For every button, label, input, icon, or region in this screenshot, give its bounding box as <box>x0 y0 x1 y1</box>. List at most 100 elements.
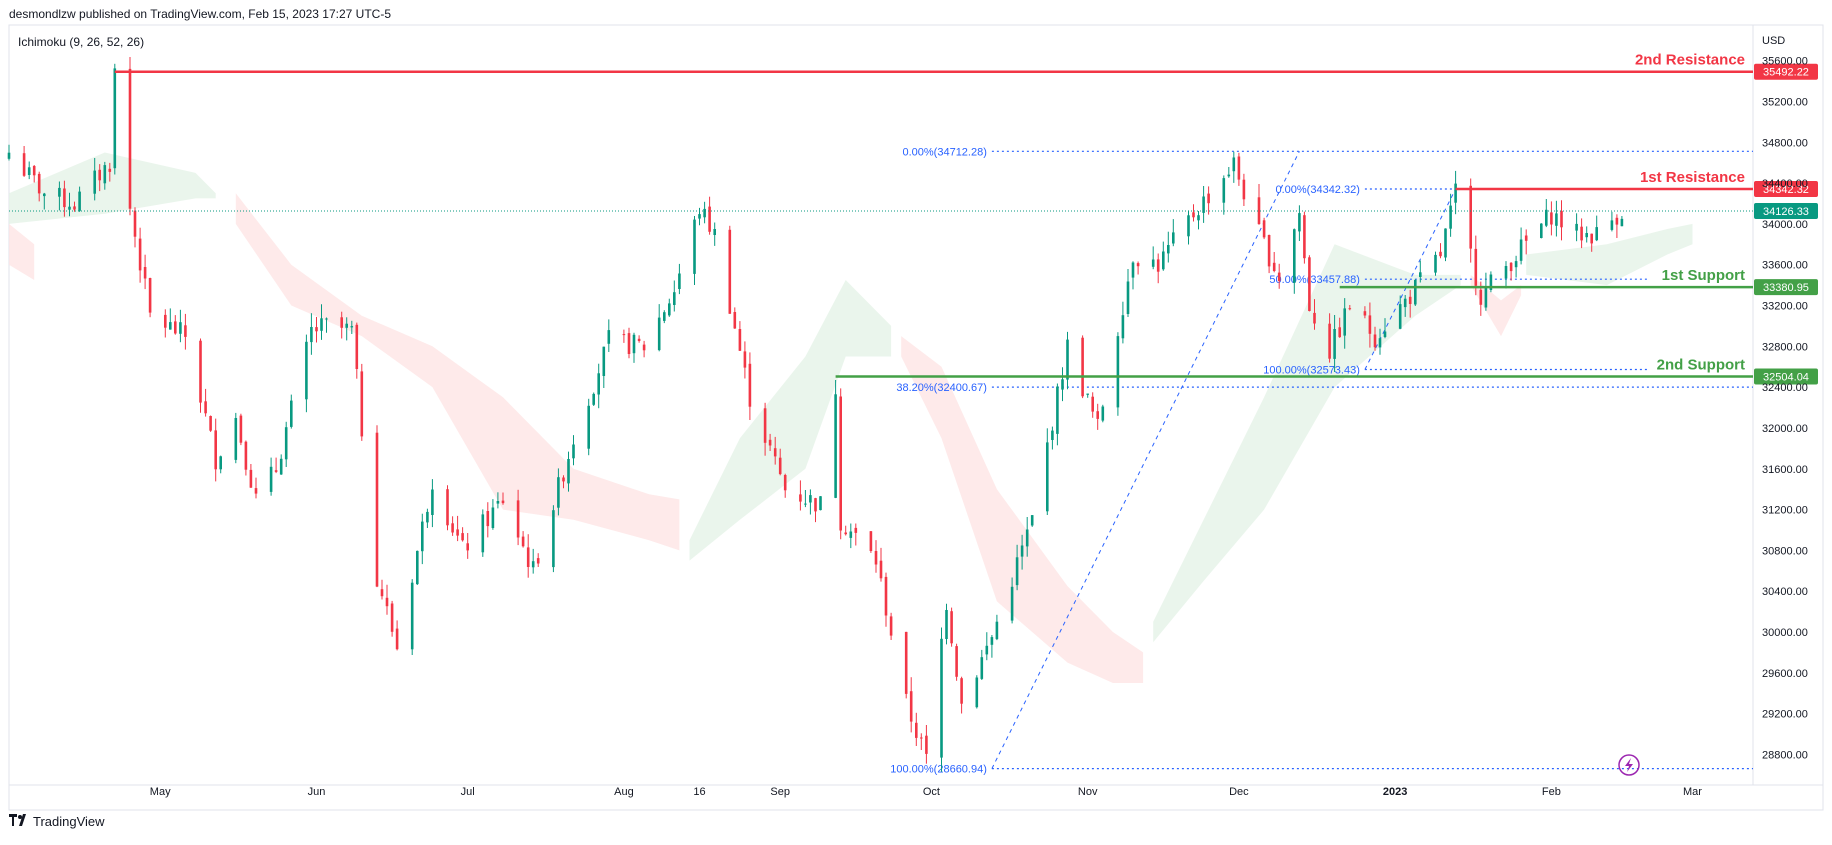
candle-body <box>1086 393 1089 395</box>
y-tick-label: 30000.00 <box>1762 627 1808 639</box>
currency-label: USD <box>1762 35 1785 47</box>
candle-body <box>164 314 167 328</box>
candle-body <box>1232 157 1236 172</box>
candle-body <box>607 330 611 344</box>
level-price-tag <box>1754 368 1818 385</box>
candle-body <box>1187 215 1190 237</box>
candle-body <box>1308 257 1311 311</box>
candle-body <box>738 329 742 351</box>
candle-body <box>799 494 802 502</box>
candle-body <box>1061 379 1064 390</box>
candle-body <box>360 371 364 437</box>
candle-body <box>1126 281 1130 314</box>
candle-body <box>1066 339 1069 380</box>
level-name-label: 1st Resistance <box>1640 169 1745 186</box>
candle-body <box>1509 262 1513 272</box>
candle-body <box>783 475 787 491</box>
level-name-label: 2nd Resistance <box>1635 52 1745 69</box>
candle-body <box>1131 262 1135 278</box>
candle-body <box>174 321 177 334</box>
candle-body <box>380 589 384 597</box>
candle-body <box>345 323 348 328</box>
x-tick-label: Dec <box>1229 786 1249 798</box>
candle-body <box>1580 226 1583 241</box>
x-tick-label: Jul <box>461 786 475 798</box>
candle-body <box>209 416 212 431</box>
candle-body <box>219 456 222 470</box>
x-tick-label: 2023 <box>1383 786 1407 798</box>
candle-body <box>909 691 913 722</box>
cloud-segment-1 <box>9 223 35 280</box>
candle-body <box>68 206 71 210</box>
time-axis[interactable]: May Jun Jul Aug 16 Sep Oct Nov Dec 2023 Feb Mar <box>150 786 1702 798</box>
candle-body <box>143 267 147 279</box>
candle-body <box>1615 217 1619 225</box>
candle-body <box>1030 515 1034 526</box>
candle-body <box>1272 262 1276 271</box>
level-price-tag <box>1754 279 1818 296</box>
candle-body <box>456 529 459 536</box>
ichimoku-cloud <box>9 152 1693 683</box>
candlesticks <box>7 57 1624 772</box>
candle-body <box>748 363 752 407</box>
candle-body <box>632 334 636 354</box>
candle-body <box>743 351 747 368</box>
level-price-label: 34342.32 <box>1763 184 1809 196</box>
candle-body <box>567 459 570 484</box>
candle-body <box>804 503 807 505</box>
candle-body <box>814 498 817 512</box>
candle-body <box>1414 280 1417 305</box>
candle-body <box>834 394 837 498</box>
candle-body <box>849 531 853 538</box>
candle-body <box>239 415 243 443</box>
publish-info: desmondlzw published on TradingView.com,… <box>9 7 392 21</box>
candle-body <box>501 500 505 504</box>
indicator-legend[interactable]: Ichimoku (9, 26, 52, 26) <box>18 35 145 49</box>
candle-body <box>1091 396 1094 412</box>
candle-body <box>562 477 565 482</box>
tradingview-logo-icon <box>9 813 29 829</box>
candle-body <box>552 510 555 568</box>
candle-body <box>7 152 11 159</box>
candle-body <box>950 611 953 644</box>
lightning-icon[interactable] <box>1618 754 1640 776</box>
candle-body <box>980 657 984 679</box>
candle-body <box>597 373 600 395</box>
y-tick-label: 31200.00 <box>1762 505 1808 517</box>
candle-body <box>985 645 989 655</box>
price-axis[interactable]: 28800.00 29200.00 29600.00 30000.00 30400.00… <box>1762 56 1808 762</box>
candle-body <box>169 322 172 330</box>
candle-body <box>254 488 258 494</box>
candle-body <box>1096 411 1099 419</box>
level-name-label: 2nd Support <box>1657 357 1745 374</box>
candle-body <box>1449 205 1452 229</box>
y-tick-label: 32800.00 <box>1762 341 1808 353</box>
candle-body <box>1051 430 1054 440</box>
candle-body <box>1474 248 1478 286</box>
candle-body <box>184 325 187 337</box>
candle-body <box>1303 215 1306 259</box>
candle-body <box>1207 193 1210 204</box>
candle-body <box>1313 312 1316 324</box>
candle-body <box>179 322 182 334</box>
y-tick-label: 29600.00 <box>1762 668 1808 680</box>
candle-body <box>587 405 590 449</box>
candle-body <box>1560 210 1563 228</box>
level-price-label: 32504.04 <box>1763 372 1809 384</box>
candle-body <box>1479 289 1483 305</box>
y-tick-label: 28800.00 <box>1762 749 1808 761</box>
candle-body <box>1590 233 1593 244</box>
candle-body <box>1328 323 1331 359</box>
candle-body <box>274 470 278 472</box>
x-tick-label: 16 <box>693 786 705 798</box>
candle-body <box>879 560 883 579</box>
fib-trendline <box>991 151 1300 769</box>
candle-body <box>708 206 711 232</box>
candle-body <box>960 678 963 704</box>
candle-body <box>1333 329 1336 359</box>
level-price-label: 33380.95 <box>1763 282 1809 294</box>
candle-body <box>1555 213 1558 226</box>
candle-body <box>1484 286 1488 308</box>
tradingview-logo[interactable]: TradingView <box>9 813 105 829</box>
